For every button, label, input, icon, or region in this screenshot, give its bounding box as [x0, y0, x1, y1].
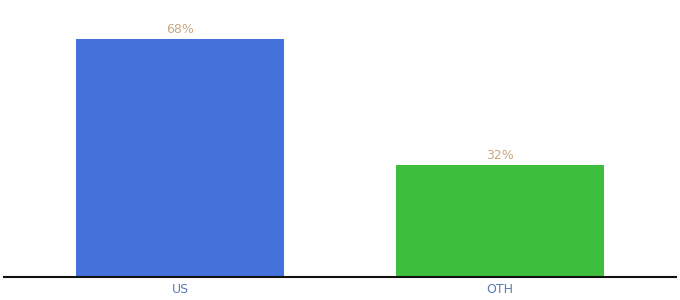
- Text: 32%: 32%: [486, 149, 514, 162]
- Text: 68%: 68%: [166, 23, 194, 36]
- Bar: [76, 39, 284, 277]
- Bar: [396, 165, 604, 277]
